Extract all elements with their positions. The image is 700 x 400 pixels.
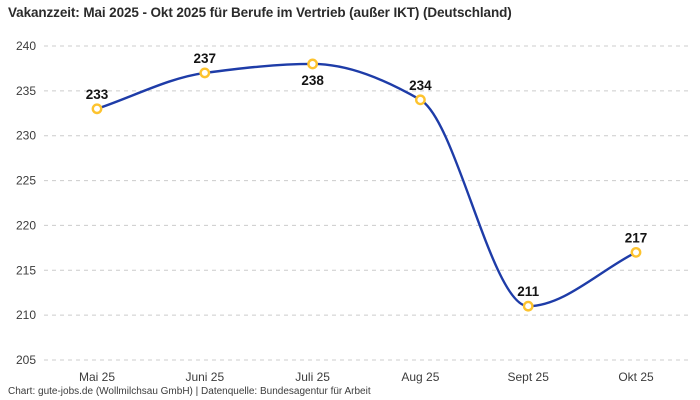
x-tick-label: Mai 25: [79, 370, 115, 384]
y-tick-label: 205: [16, 353, 36, 367]
chart-title: Vakanzzeit: Mai 2025 - Okt 2025 für Beru…: [8, 5, 512, 20]
data-point-label: 234: [409, 78, 432, 93]
x-tick-label: Juli 25: [295, 370, 330, 384]
y-tick-label: 215: [16, 263, 36, 277]
data-point-label: 233: [86, 87, 109, 102]
y-tick-label: 235: [16, 84, 36, 98]
x-tick-label: Juni 25: [185, 370, 224, 384]
data-point-label: 217: [625, 230, 648, 245]
data-point-label: 237: [194, 51, 217, 66]
data-point-label: 238: [301, 73, 324, 88]
y-tick-label: 210: [16, 308, 36, 322]
x-tick-label: Okt 25: [618, 370, 654, 384]
y-tick-label: 220: [16, 218, 36, 232]
data-point-marker: [522, 300, 534, 312]
y-tick-label: 230: [16, 129, 36, 143]
x-tick-label: Aug 25: [401, 370, 439, 384]
data-point-marker: [199, 67, 211, 79]
data-point-marker: [630, 246, 642, 258]
y-tick-label: 240: [16, 39, 36, 53]
data-point-marker: [414, 94, 426, 106]
data-point-marker: [91, 103, 103, 115]
data-point-marker: [307, 58, 318, 70]
data-point-label: 211: [517, 284, 539, 299]
y-tick-label: 225: [16, 174, 36, 188]
x-tick-label: Sept 25: [508, 370, 550, 384]
chart-attribution: Chart: gute-jobs.de (Wollmilchsau GmbH) …: [8, 386, 371, 397]
